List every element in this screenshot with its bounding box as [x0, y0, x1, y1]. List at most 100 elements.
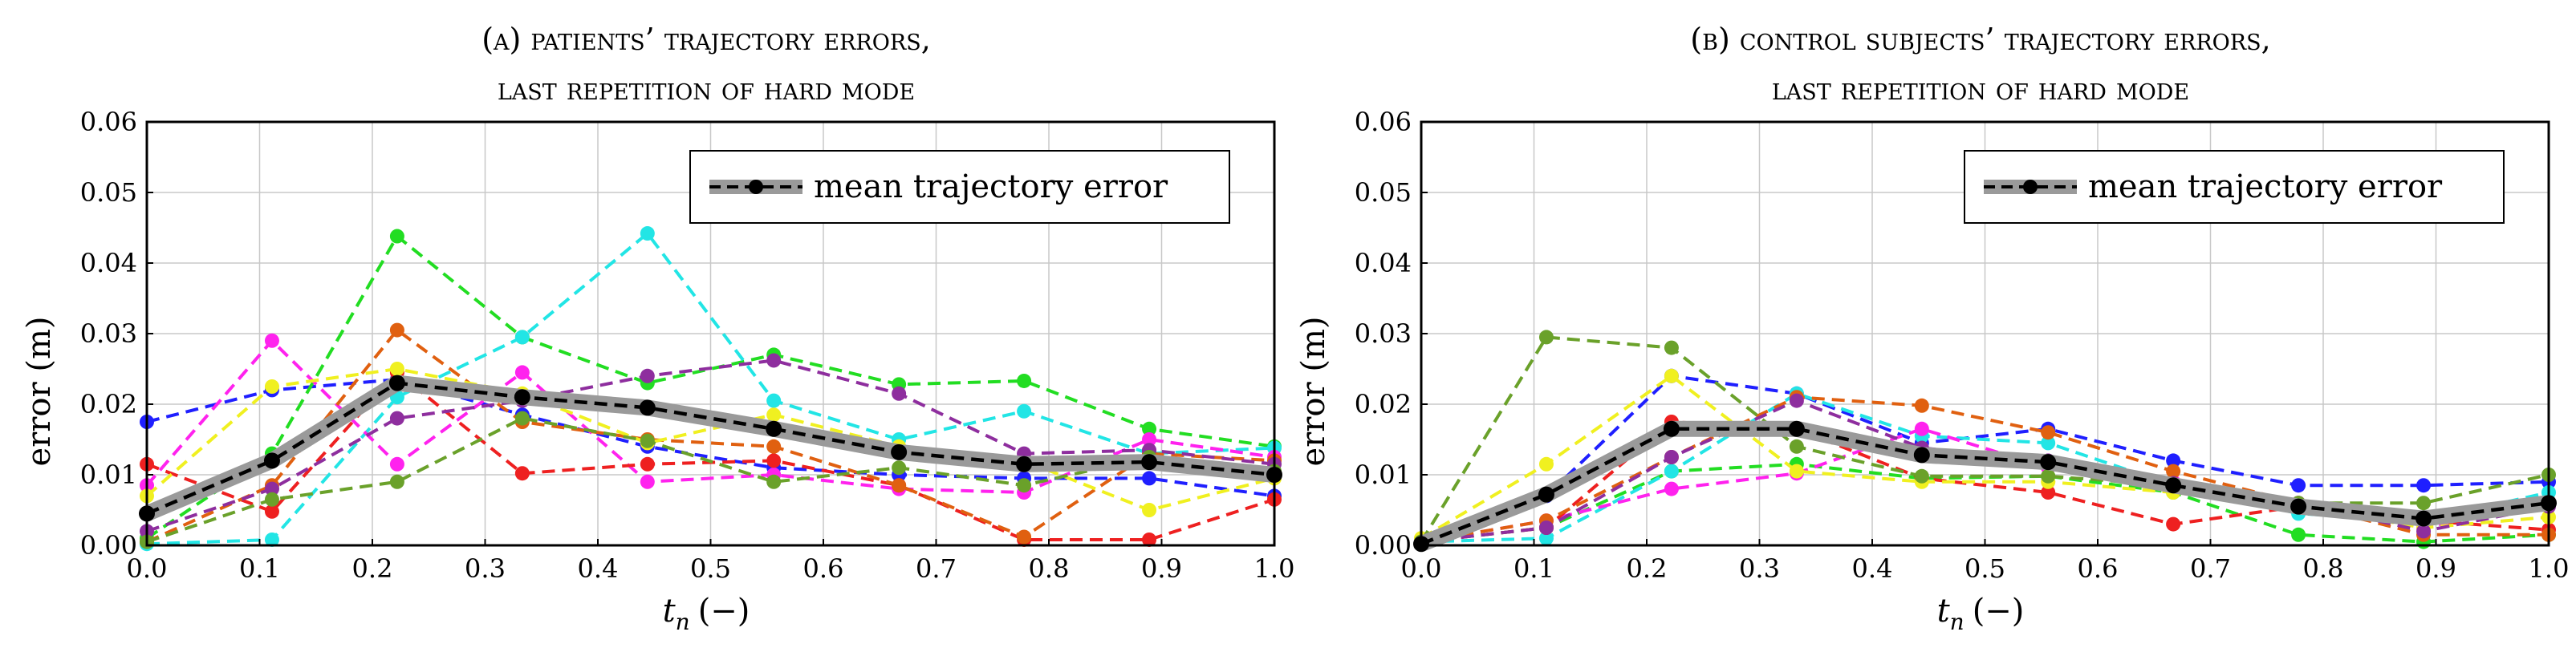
panel-a-legend: mean trajectory error [689, 150, 1230, 224]
panel-b-y-axis-label: error (m) [1295, 317, 1332, 467]
panel-b-ytick-label: 0.05 [1355, 177, 1412, 208]
panel-a-series-point-subject-orange [766, 439, 782, 454]
panel-a-series-line-subject-orange [146, 327, 1275, 544]
panel-a-series-point-subject-purple [766, 353, 782, 368]
panel-b-series-point-subject-olive [1538, 330, 1554, 345]
panel-a-series-point-subject-red [766, 453, 782, 468]
panel-a-series-point-subject-cyan [640, 226, 655, 241]
panel-b-ytick-label: 0.00 [1355, 530, 1412, 561]
panel-b-mean-point [1913, 447, 1930, 464]
panel-b-series-line-subject-cyan [1420, 391, 2550, 544]
panel-b-ytick-label: 0.02 [1355, 389, 1412, 419]
panel-a-mean-series [139, 375, 1282, 522]
panel-a-ytick-label: 0.00 [80, 530, 137, 561]
panel-a-ytick-label: 0.03 [80, 318, 137, 349]
panel-a-title-line1: (a) patients’ trajectory errors, [481, 22, 931, 57]
panel-b-series-point-subject-olive [1664, 340, 1679, 355]
panel-b-series-point-subject-purple [2416, 524, 2432, 539]
panel-b-series-point-subject-green [2291, 527, 2306, 542]
panel-a-series-point-subject-red [640, 456, 655, 472]
panel-a-ytick-label: 0.05 [80, 177, 137, 208]
panel-a-series-point-subject-olive [640, 433, 655, 448]
panel-b-legend-label: mean trajectory error [2088, 168, 2443, 205]
panel-a-series-line-subject-olive [146, 416, 1275, 544]
panel-b-xtick-label: 0.3 [1739, 553, 1780, 584]
panel-b-x-axis-label-unit: (−) [1973, 593, 2025, 630]
panel-a-xtick-label: 0.2 [352, 553, 393, 584]
panel-a-series-point-subject-orange [389, 322, 404, 338]
panel-a-xtick-label: 1.0 [1254, 553, 1295, 584]
panel-a-series-line-subject-green [145, 233, 1275, 540]
panel-a-series-point-subject-purple [640, 368, 655, 383]
panel-a-series-point-subject-purple [264, 481, 279, 496]
panel-b-xtick-label: 0.8 [2303, 553, 2344, 584]
panel-a-series-point-subject-magenta [1142, 432, 1157, 447]
panel-a-series-point-subject-olive [766, 474, 782, 489]
panel-b-xtick-label: 0.4 [1852, 553, 1893, 584]
panel-b-mean-point [2040, 454, 2057, 471]
panel-a-series-point-subject-green [1017, 373, 1032, 388]
panel-a-series-point-subject-magenta [264, 333, 279, 348]
panel-b-series-point-subject-yellow [1789, 464, 1804, 479]
panel-b-xtick-label: 0.9 [2416, 553, 2456, 584]
panel-a-series-point-subject-orange [892, 478, 907, 493]
panel-a-xtick-label: 0.0 [127, 553, 168, 584]
panel-a-xtick-label: 0.5 [690, 553, 731, 584]
panel-a-series-point-subject-cyan [264, 532, 279, 547]
panel-b-series-line-subject-blue [1420, 374, 2550, 544]
panel-b-xtick-label: 0.6 [2078, 553, 2119, 584]
panel-b-mean-point [2165, 477, 2182, 494]
panel-a-series-point-subject-olive [892, 460, 907, 476]
panel-b-series-point-subject-yellow [1664, 368, 1679, 383]
panel-a-series-point-subject-green [389, 229, 404, 244]
panel-b-series-point-subject-olive [2416, 496, 2432, 511]
panel-b-x-axis-label-var: t [1937, 593, 1951, 630]
panel-a-series-point-subject-purple [389, 411, 404, 426]
panel-a-title-line2: last repetition of hard mode [498, 71, 915, 107]
panel-a-legend-swatch-marker [749, 180, 763, 194]
panel-b-legend: mean trajectory error [1964, 150, 2505, 224]
panel-a-series-point-subject-cyan [766, 393, 782, 408]
panel-b-series-point-subject-cyan [2041, 435, 2056, 451]
panel-a-series-point-subject-red [264, 504, 279, 519]
panel-a-ytick-label: 0.06 [80, 107, 137, 137]
panel-a-mean-point [1016, 456, 1033, 472]
panel-a-series-line-subject-blue [146, 378, 1275, 498]
panel-a-mean-point [1141, 454, 1158, 471]
panel-a-y-axis-label: error (m) [21, 317, 58, 467]
panel-b-series-point-subject-blue [2291, 478, 2306, 493]
panel-b-xtick-label: 0.7 [2190, 553, 2231, 584]
panel-a-series-point-subject-cyan [1017, 403, 1032, 419]
panel-b-series-point-subject-purple [1789, 393, 1804, 408]
panel-a-xtick-label: 0.1 [239, 553, 280, 584]
panel-a-series-line-subject-purple [146, 358, 1275, 533]
panel-b-title-line2: last repetition of hard mode [1772, 71, 2189, 107]
panel-b-ytick-label: 0.01 [1355, 460, 1412, 490]
panel-a-x-axis-label-var: t [663, 593, 677, 630]
panel-a: (a) patients’ trajectory errors, last re… [21, 22, 1294, 635]
panel-b: (b) control subjects’ trajectory errors,… [1295, 22, 2569, 635]
panel-a-series-point-subject-orange [1017, 529, 1032, 545]
panel-b-ytick-label: 0.03 [1355, 318, 1412, 349]
panel-a-series-point-subject-blue [1142, 471, 1157, 486]
panel-a-series-point-subject-magenta [389, 456, 404, 472]
panel-b-series-point-subject-blue [2416, 478, 2432, 493]
panel-a-mean-point [514, 389, 530, 406]
panel-b-series-point-subject-orange [1914, 398, 1929, 413]
panel-b-series-point-subject-red [2166, 516, 2181, 532]
panel-a-series-line-subject-yellow [145, 367, 1275, 512]
panel-b-mean-point [2290, 498, 2307, 515]
panel-a-series-point-subject-yellow [264, 379, 279, 394]
panel-b-xtick-label: 0.1 [1514, 553, 1554, 584]
panel-a-series-point-subject-purple [892, 386, 907, 401]
panel-a-series-line-subject-cyan [146, 231, 1275, 546]
panel-a-series-point-subject-red [1142, 532, 1157, 547]
panel-a-series-point-subject-yellow [1142, 503, 1157, 517]
panel-b-x-axis-label: tn (−) [1937, 593, 2025, 635]
panel-a-series-point-subject-olive [389, 474, 404, 489]
panel-b-series-point-subject-olive [2041, 468, 2056, 484]
panel-b-x-axis-label-sub: n [1950, 609, 1965, 635]
panel-a-series-point-subject-red [514, 466, 530, 481]
panel-a-x-axis-label-unit: (−) [698, 593, 750, 630]
panel-a-xtick-label: 0.6 [803, 553, 844, 584]
